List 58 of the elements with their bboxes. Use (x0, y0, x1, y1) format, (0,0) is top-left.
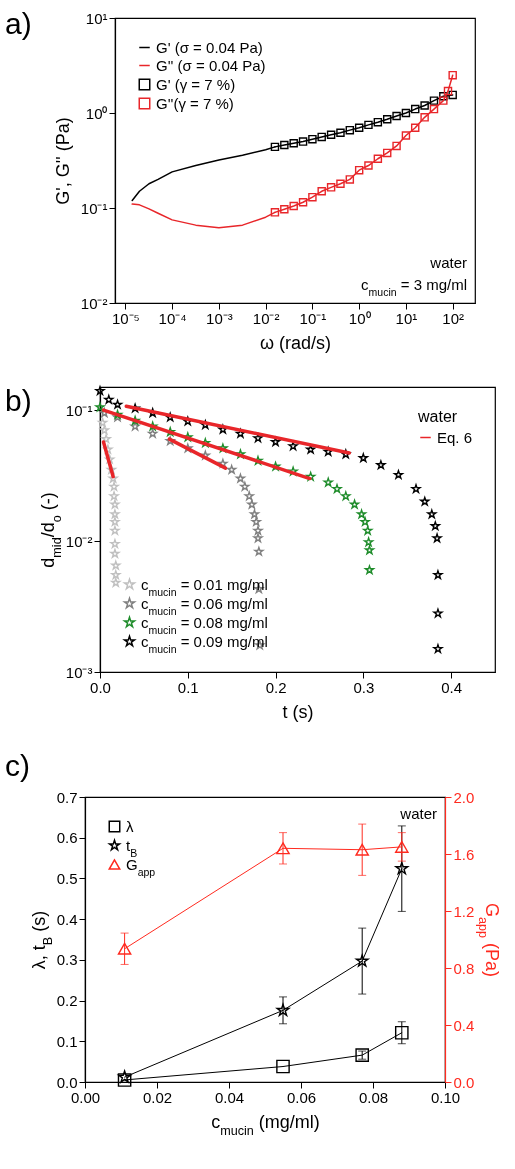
y-tick-label: 0.4 (56, 910, 78, 928)
y2-tick-label: 0.8 (453, 959, 475, 977)
legend-label: λ (126, 817, 134, 835)
x-tick-label: 10⁻⁴ (158, 309, 187, 327)
annotation: water (399, 805, 437, 822)
y2-tick-label: 1.2 (453, 902, 475, 920)
x-axis-title: ω (rad/s) (259, 332, 332, 353)
y2-tick-label: 1.6 (453, 845, 475, 863)
y-tick-label: 10⁻³ (65, 663, 93, 681)
x-tick-label: 0.1 (177, 678, 199, 696)
x-axis-title: t (s) (282, 701, 314, 722)
y-tick-label: 10⁻² (65, 532, 93, 550)
y2-tick-label: 2.0 (453, 788, 475, 806)
x-tick-label: 0.2 (265, 678, 287, 696)
annotation: c$_{mucin}$ = 3 mg/ml (361, 276, 467, 298)
y-tick-label: 0.6 (56, 829, 78, 847)
x-tick-label: 0.4 (441, 678, 463, 696)
y2-tick-label: 0.0 (453, 1073, 475, 1091)
x-tick-label: 10² (442, 309, 465, 327)
x-tick-label: 10¹ (395, 309, 418, 327)
y-tick-label: 0.5 (56, 869, 78, 887)
y-tick-label: 10⁻¹ (65, 401, 93, 419)
x-tick-label: 0.3 (353, 678, 375, 696)
legend-label: G'' (σ = 0.04 Pa) (156, 56, 266, 74)
y-tick-label: 10⁻² (80, 294, 108, 312)
legend-label: G''(γ = 7 %) (156, 94, 234, 112)
x-tick-label: 10⁻¹ (299, 309, 327, 327)
legend-title: water (417, 408, 458, 425)
legend-label: c$_{mucin}$ = 0.01 mg/ml (141, 575, 268, 598)
y-tick-label: 0.7 (56, 788, 78, 806)
legend-label: Eq. 6 (437, 428, 473, 446)
y-tick-label: 0.1 (56, 1032, 78, 1050)
x-tick-label: 0.06 (286, 1088, 317, 1106)
x-tick-label: 0.10 (430, 1088, 461, 1106)
x-tick-label: 0.08 (358, 1088, 389, 1106)
chart-title: c) (5, 749, 30, 782)
x-tick-label: 10⁻⁵ (111, 309, 140, 327)
legend-label: G' (γ = 7 %) (156, 75, 236, 93)
y-tick-label: 0.0 (56, 1073, 78, 1091)
x-tick-label: 0.04 (214, 1088, 245, 1106)
y-tick-label: 10⁰ (85, 104, 108, 122)
x-tick-label: 10⁻³ (206, 309, 233, 327)
chart-title: a) (5, 7, 32, 40)
y-tick-label: 10⁻¹ (80, 199, 108, 217)
x-tick-label: 0.02 (142, 1088, 173, 1106)
legend-label: t$_{B}$ (126, 836, 138, 859)
y2-tick-label: 0.4 (453, 1016, 475, 1034)
y-tick-label: 0.2 (56, 992, 78, 1010)
chart-title: b) (5, 384, 32, 417)
x-axis-title: c$_{mucin}$ (mg/ml) (211, 1111, 320, 1138)
x-tick-label: 10⁻² (252, 309, 280, 327)
y-axis-title: G', G'' (Pa) (52, 117, 73, 205)
x-tick-label: 0.00 (70, 1088, 101, 1106)
x-tick-label: 10⁰ (348, 309, 371, 327)
legend-label: G' (σ = 0.04 Pa) (156, 38, 263, 56)
annotation: water (429, 254, 467, 271)
y-tick-label: 10¹ (85, 9, 108, 27)
y-tick-label: 0.3 (56, 951, 78, 969)
